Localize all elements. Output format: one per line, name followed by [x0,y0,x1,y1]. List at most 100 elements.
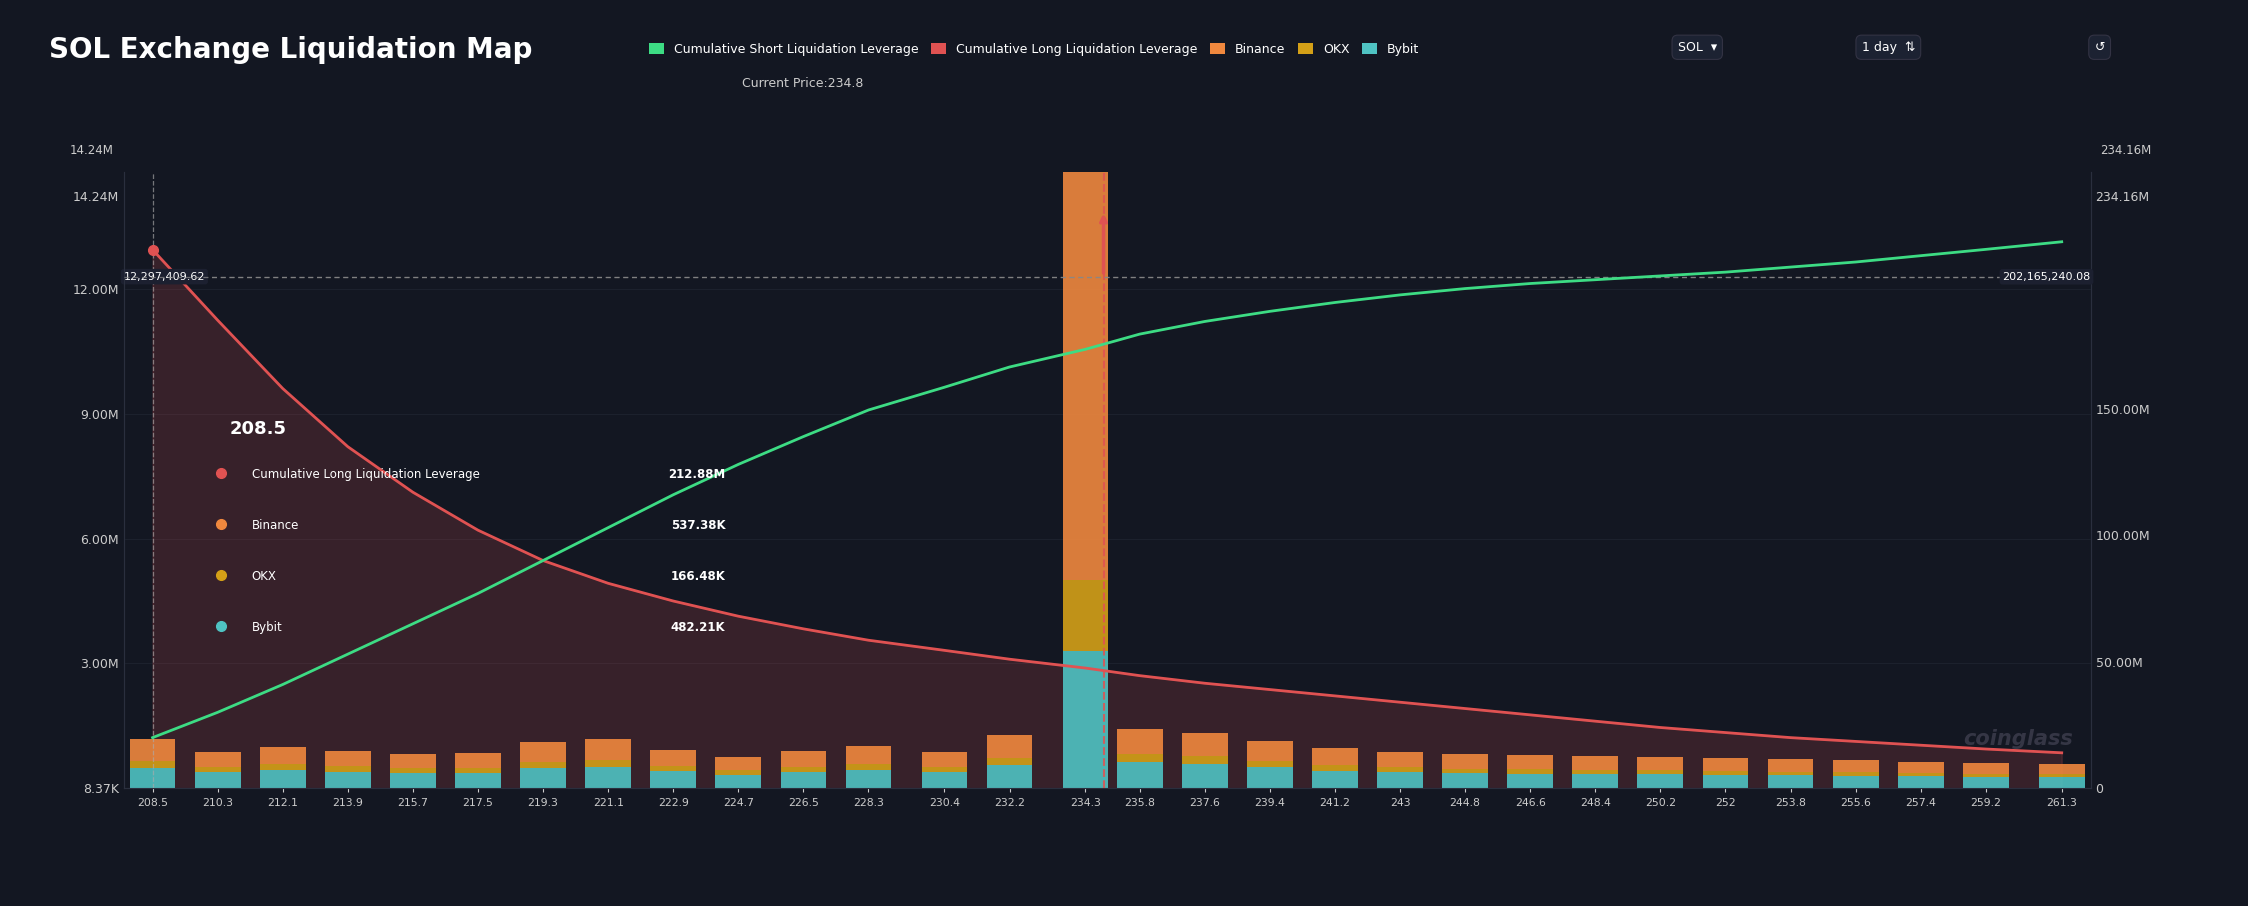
Text: OKX: OKX [252,570,277,583]
Text: 14.24M: 14.24M [70,144,115,158]
Bar [389,754,436,768]
Bar [584,739,632,760]
Bar [715,770,762,775]
Bar [1897,776,1945,788]
Bar [845,747,892,764]
Text: ↺: ↺ [2095,41,2104,53]
Bar [1248,741,1293,761]
Bar [1117,729,1162,754]
Bar [1443,773,1488,788]
Bar [1443,754,1488,768]
Bar [987,735,1032,757]
Bar [1506,756,1553,769]
Bar [261,764,306,770]
Bar [1248,767,1293,788]
Bar [519,762,566,767]
Bar [1702,771,1749,775]
Bar [326,750,371,766]
Bar [1832,776,1879,788]
Bar [1506,769,1553,774]
Bar [1767,772,1814,776]
Bar [780,751,827,766]
Bar [987,765,1032,788]
Text: 537.38K: 537.38K [670,519,726,532]
Bar [922,772,967,788]
Bar [1313,747,1358,765]
Text: 12,297,409.62: 12,297,409.62 [124,272,205,282]
Bar [1378,752,1423,767]
Text: Cumulative Long Liquidation Leverage: Cumulative Long Liquidation Leverage [252,468,479,481]
Text: SOL  ▾: SOL ▾ [1677,41,1717,53]
Bar [389,768,436,773]
Text: 212.88M: 212.88M [668,468,726,481]
Text: Bybit: Bybit [252,621,283,633]
Bar [2039,764,2084,775]
Bar [845,764,892,770]
Bar [1063,580,1108,651]
Bar [130,761,175,768]
Bar [1963,774,2010,776]
Bar [1897,762,1945,773]
Bar [1117,762,1162,788]
Bar [650,749,697,766]
Bar [454,773,501,788]
Bar [1571,757,1619,770]
Bar [1378,772,1423,788]
Bar [584,760,632,766]
Bar [1832,772,1879,776]
Bar [1702,758,1749,771]
Bar [1571,770,1619,774]
Bar [326,772,371,788]
Text: 482.21K: 482.21K [670,621,726,633]
Bar [715,775,762,788]
Bar [1637,757,1684,770]
Bar [1063,31,1108,580]
Bar [922,767,967,772]
Bar [2039,777,2084,788]
Bar [261,747,306,764]
Bar [1313,770,1358,788]
Bar [130,739,175,761]
Bar [519,767,566,788]
Bar [130,768,175,788]
Bar [1963,776,2010,788]
Bar [584,766,632,788]
Bar [650,766,697,771]
Bar [196,766,241,773]
Bar [1248,761,1293,767]
Bar [922,752,967,767]
Bar [389,773,436,788]
Bar [1767,776,1814,788]
Bar [1182,733,1227,756]
Text: 1 day  ⇅: 1 day ⇅ [1861,41,1915,53]
Bar [1767,759,1814,772]
Text: Binance: Binance [252,519,299,532]
Bar [1313,765,1358,770]
Bar [261,770,306,788]
Bar [845,770,892,788]
Bar [780,772,827,788]
Text: SOL Exchange Liquidation Map: SOL Exchange Liquidation Map [49,36,533,64]
Text: 202,165,240.08: 202,165,240.08 [2003,272,2091,282]
Bar [1063,651,1108,788]
Bar [1182,764,1227,788]
Bar [519,742,566,762]
Bar [715,757,762,770]
Text: 166.48K: 166.48K [670,570,726,583]
Text: 234.16M: 234.16M [2100,144,2151,158]
Bar [454,768,501,773]
Bar [1832,760,1879,772]
Bar [196,752,241,766]
Legend: Cumulative Short Liquidation Leverage, Cumulative Long Liquidation Leverage, Bin: Cumulative Short Liquidation Leverage, C… [643,38,1425,61]
Bar [1637,770,1684,775]
Bar [780,766,827,772]
Bar [1443,768,1488,773]
Bar [1117,754,1162,762]
Bar [2039,775,2084,777]
Bar [1963,763,2010,774]
Text: 208.5: 208.5 [229,420,288,438]
Bar [650,771,697,788]
Bar [1378,767,1423,772]
Bar [326,766,371,772]
Bar [196,773,241,788]
